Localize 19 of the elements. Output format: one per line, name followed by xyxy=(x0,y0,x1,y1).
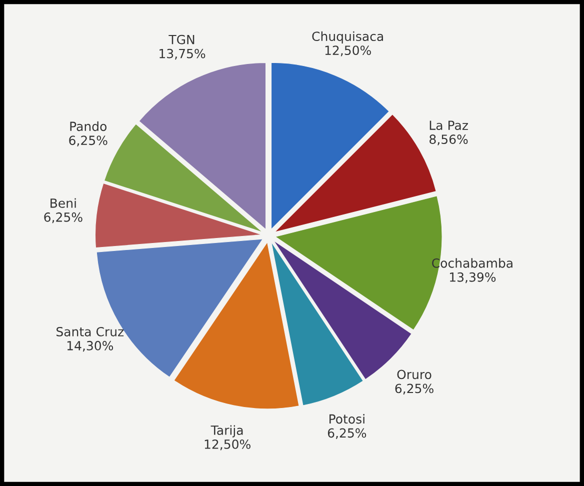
data-label: 8,56% xyxy=(430,134,468,146)
data-label: 6,25% xyxy=(69,136,108,146)
data-label: 12,50% xyxy=(325,46,371,56)
data-label: 6,25% xyxy=(328,428,366,439)
slice-label: TGN xyxy=(168,34,194,44)
slice-label: Tarija xyxy=(210,425,243,438)
data-label: 12,50% xyxy=(204,439,250,450)
slice-label: Chuquisaca xyxy=(312,31,383,44)
data-label: 13,39% xyxy=(450,272,496,284)
slice-label: La Paz xyxy=(430,120,468,130)
slice-label: Potosi xyxy=(330,414,364,424)
slice-label: Oruro xyxy=(397,370,432,380)
data-label: 13,75% xyxy=(160,48,206,60)
data-label: 14,30% xyxy=(67,340,114,352)
slice-label: Santa Cruz xyxy=(56,326,124,336)
slice-label: Pando xyxy=(70,121,107,132)
slice-label: Beni xyxy=(50,198,76,208)
data-label: 6,25% xyxy=(395,384,434,394)
data-label: 6,25% xyxy=(44,212,82,224)
